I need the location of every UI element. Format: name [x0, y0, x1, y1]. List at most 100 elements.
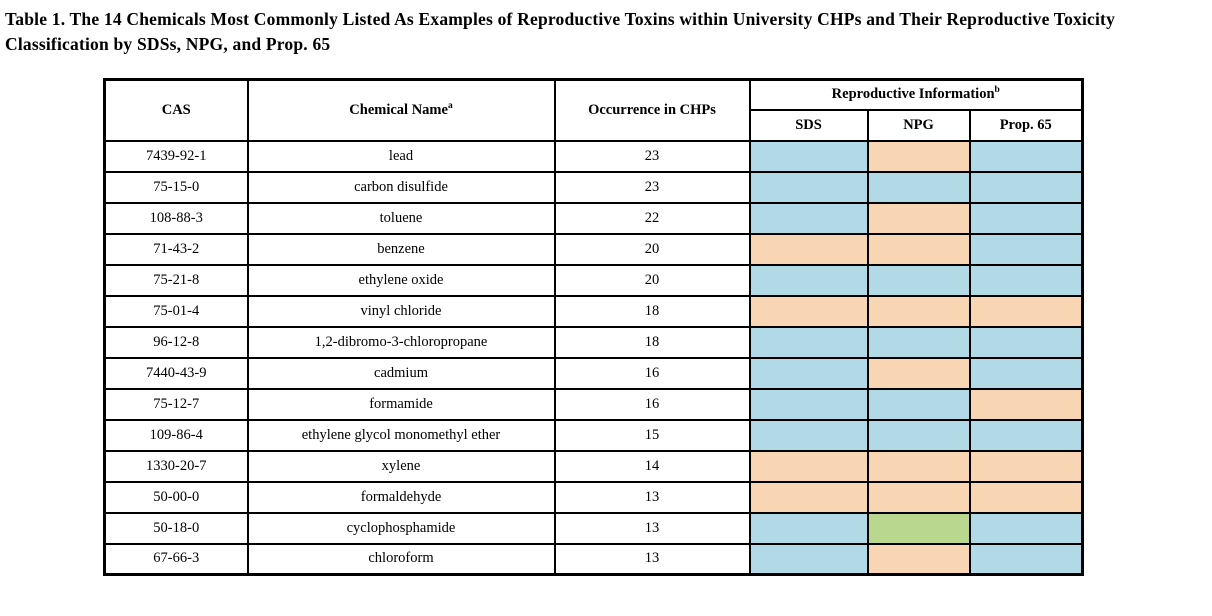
cas-cell: 67-66-3 — [103, 542, 249, 576]
table-row: 7439-92-1 lead 23 — [103, 139, 1084, 173]
table-title: Table 1. The 14 Chemicals Most Commonly … — [5, 9, 1116, 54]
chemical-name-cell: ethylene glycol monomethyl ether — [246, 418, 556, 452]
header-row-top: CAS Chemical Namea Occurrence in CHPs Re… — [103, 78, 1084, 142]
prop65-classification-cell — [968, 511, 1084, 545]
sds-classification-cell — [748, 356, 869, 390]
npg-classification-cell — [866, 418, 971, 452]
table-row: 108-88-3 toluene 22 — [103, 201, 1084, 235]
occurrence-cell: 15 — [553, 418, 751, 452]
reproductive-information-header-label: Reproductive Information — [831, 86, 995, 103]
table-row: 7440-43-9 cadmium 16 — [103, 356, 1084, 390]
prop65-header-label: Prop. 65 — [999, 116, 1052, 133]
occurrence-cell: 20 — [553, 263, 751, 297]
occurrence-cell: 13 — [553, 511, 751, 545]
column-header-occurrence: Occurrence in CHPs — [553, 78, 751, 142]
npg-classification-cell — [866, 201, 971, 235]
prop65-classification-cell — [968, 139, 1084, 173]
cas-cell: 7440-43-9 — [103, 356, 249, 390]
chemical-name-cell: vinyl chloride — [246, 294, 556, 328]
chemical-name-cell: ethylene oxide — [246, 263, 556, 297]
occurrence-cell: 18 — [553, 325, 751, 359]
sds-classification-cell — [748, 418, 869, 452]
sds-classification-cell — [748, 480, 869, 514]
sds-classification-cell — [748, 170, 869, 204]
npg-classification-cell — [866, 263, 971, 297]
npg-classification-cell — [866, 542, 971, 576]
cas-cell: 109-86-4 — [103, 418, 249, 452]
cas-cell: 108-88-3 — [103, 201, 249, 235]
cas-header-label: CAS — [161, 101, 191, 118]
chemical-name-cell: lead — [246, 139, 556, 173]
chemical-name-cell: benzene — [246, 232, 556, 266]
column-header-reproductive-information: Reproductive Informationb — [748, 78, 1084, 111]
cas-cell: 96-12-8 — [103, 325, 249, 359]
cas-cell: 50-00-0 — [103, 480, 249, 514]
prop65-classification-cell — [968, 542, 1084, 576]
sds-classification-cell — [748, 139, 869, 173]
chemical-name-cell: formamide — [246, 387, 556, 421]
table-row: 71-43-2 benzene 20 — [103, 232, 1084, 266]
column-header-sds: SDS — [748, 108, 869, 142]
table-row: 75-12-7 formamide 16 — [103, 387, 1084, 421]
table-row: 50-18-0 cyclophosphamide 13 — [103, 511, 1084, 545]
chemical-name-cell: cyclophosphamide — [246, 511, 556, 545]
occurrence-cell: 23 — [553, 170, 751, 204]
cas-cell: 50-18-0 — [103, 511, 249, 545]
table-row: 75-15-0 carbon disulfide 23 — [103, 170, 1084, 204]
sds-classification-cell — [748, 232, 869, 266]
table-row: 67-66-3 chloroform 13 — [103, 542, 1084, 576]
prop65-classification-cell — [968, 418, 1084, 452]
npg-classification-cell — [866, 449, 971, 483]
table-row: 1330-20-7 xylene 14 — [103, 449, 1084, 483]
column-header-npg: NPG — [866, 108, 971, 142]
prop65-classification-cell — [968, 356, 1084, 390]
npg-classification-cell — [866, 480, 971, 514]
npg-classification-cell — [866, 139, 971, 173]
table-row: 96-12-8 1,2-dibromo-3-chloropropane 18 — [103, 325, 1084, 359]
occurrence-cell: 16 — [553, 387, 751, 421]
table-row: 50-00-0 formaldehyde 13 — [103, 480, 1084, 514]
chemical-name-cell: cadmium — [246, 356, 556, 390]
chemical-name-header-label: Chemical Name — [349, 101, 448, 118]
cas-cell: 71-43-2 — [103, 232, 249, 266]
cas-cell: 7439-92-1 — [103, 139, 249, 173]
prop65-classification-cell — [968, 449, 1084, 483]
chemical-name-cell: 1,2-dibromo-3-chloropropane — [246, 325, 556, 359]
npg-classification-cell — [866, 232, 971, 266]
cas-cell: 1330-20-7 — [103, 449, 249, 483]
npg-classification-cell — [866, 387, 971, 421]
chemical-name-cell: toluene — [246, 201, 556, 235]
prop65-classification-cell — [968, 232, 1084, 266]
column-header-prop65: Prop. 65 — [968, 108, 1084, 142]
cas-cell: 75-15-0 — [103, 170, 249, 204]
sds-classification-cell — [748, 511, 869, 545]
npg-classification-cell — [866, 356, 971, 390]
sds-classification-cell — [748, 325, 869, 359]
table-row: 109-86-4 ethylene glycol monomethyl ether… — [103, 418, 1084, 452]
sds-classification-cell — [748, 201, 869, 235]
prop65-classification-cell — [968, 387, 1084, 421]
npg-classification-cell — [866, 170, 971, 204]
prop65-classification-cell — [968, 480, 1084, 514]
reproductive-information-footnote-marker: b — [994, 85, 1000, 96]
occurrence-cell: 13 — [553, 542, 751, 576]
occurrence-cell: 13 — [553, 480, 751, 514]
npg-classification-cell — [866, 511, 971, 545]
prop65-classification-cell — [968, 263, 1084, 297]
cas-cell: 75-12-7 — [103, 387, 249, 421]
chemical-name-cell: chloroform — [246, 542, 556, 576]
chemical-name-cell: formaldehyde — [246, 480, 556, 514]
table-row: 75-01-4 vinyl chloride 18 — [103, 294, 1084, 328]
cas-cell: 75-21-8 — [103, 263, 249, 297]
chemical-toxins-table: CAS Chemical Namea Occurrence in CHPs Re… — [103, 78, 1085, 576]
occurrence-cell: 20 — [553, 232, 751, 266]
occurrence-cell: 23 — [553, 139, 751, 173]
sds-classification-cell — [748, 387, 869, 421]
sds-classification-cell — [748, 263, 869, 297]
prop65-classification-cell — [968, 170, 1084, 204]
table-row: 75-21-8 ethylene oxide 20 — [103, 263, 1084, 297]
chemical-name-footnote-marker: a — [447, 100, 453, 111]
chemical-name-cell: xylene — [246, 449, 556, 483]
occurrence-cell: 14 — [553, 449, 751, 483]
